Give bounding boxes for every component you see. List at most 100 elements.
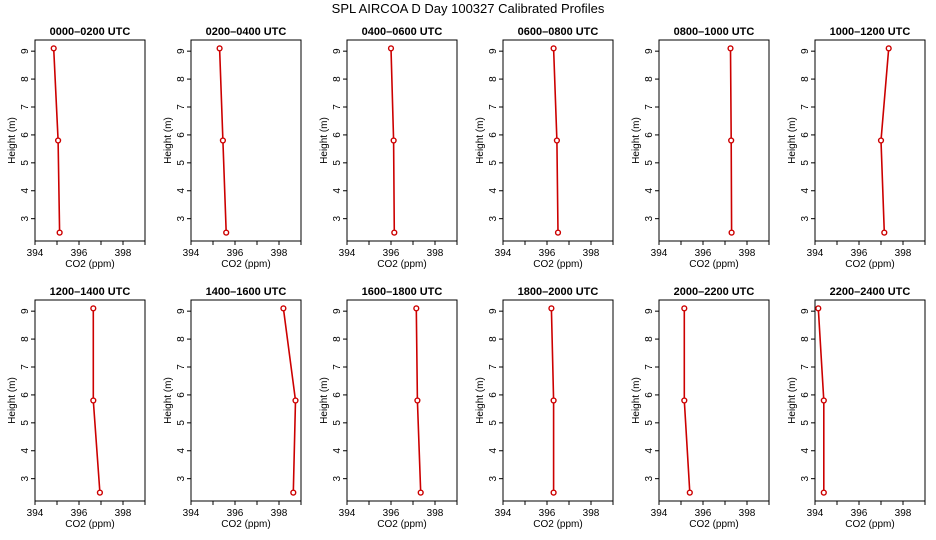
data-point <box>390 137 397 144</box>
x-tick-label: 396 <box>851 248 868 259</box>
x-tick-label: 396 <box>695 508 712 519</box>
y-tick-label: 9 <box>800 308 811 314</box>
y-tick-label: 9 <box>332 48 343 54</box>
data-point <box>290 489 297 496</box>
y-tick-label: 9 <box>644 308 655 314</box>
y-tick-label: 8 <box>800 336 811 342</box>
data-point <box>728 137 735 144</box>
data-point <box>50 45 57 52</box>
y-axis-label: Height (m) <box>631 117 642 164</box>
data-point <box>727 45 734 52</box>
y-tick-label: 4 <box>644 448 655 454</box>
x-tick-label: 396 <box>539 508 556 519</box>
y-tick-label: 9 <box>332 308 343 314</box>
y-tick-label: 4 <box>332 448 343 454</box>
y-tick-label: 5 <box>644 420 655 426</box>
y-tick-label: 9 <box>20 48 31 54</box>
plot-frame <box>190 39 302 242</box>
y-tick-label: 8 <box>176 76 187 82</box>
x-tick-label: 398 <box>739 248 756 259</box>
y-tick-label: 5 <box>20 160 31 166</box>
y-axis-label: Height (m) <box>475 117 486 164</box>
y-tick-label: 9 <box>644 48 655 54</box>
x-tick-label: 396 <box>227 508 244 519</box>
y-tick-label: 7 <box>488 104 499 110</box>
y-tick-label: 4 <box>800 448 811 454</box>
y-tick-label: 8 <box>332 76 343 82</box>
x-tick-label: 398 <box>583 508 600 519</box>
y-tick-label: 8 <box>332 336 343 342</box>
x-tick-label: 398 <box>427 508 444 519</box>
y-tick-label: 7 <box>20 364 31 370</box>
x-tick-label: 398 <box>271 248 288 259</box>
y-tick-label: 7 <box>332 364 343 370</box>
plot-frame <box>814 39 926 242</box>
y-axis-label: Height (m) <box>319 377 330 424</box>
y-tick-label: 8 <box>644 76 655 82</box>
x-tick-label: 398 <box>115 248 132 259</box>
y-tick-label: 3 <box>644 215 655 221</box>
y-tick-label: 8 <box>488 76 499 82</box>
y-tick-label: 7 <box>176 364 187 370</box>
x-tick-label: 394 <box>339 508 356 519</box>
y-tick-label: 5 <box>176 420 187 426</box>
y-tick-label: 4 <box>176 188 187 194</box>
plot-frame <box>502 299 614 502</box>
x-tick-label: 396 <box>695 248 712 259</box>
y-axis-label: Height (m) <box>163 377 174 424</box>
y-tick-label: 7 <box>332 104 343 110</box>
data-point <box>90 305 97 312</box>
x-axis-label: CO2 (ppm) <box>689 519 738 530</box>
y-tick-label: 6 <box>20 392 31 398</box>
plot-frame <box>190 299 302 502</box>
plot-frame <box>34 299 146 502</box>
y-tick-label: 6 <box>800 392 811 398</box>
data-point <box>387 45 395 52</box>
y-axis-label: Height (m) <box>787 117 798 164</box>
y-tick-label: 4 <box>644 188 655 194</box>
y-axis-label: Height (m) <box>631 377 642 424</box>
y-tick-label: 4 <box>176 448 187 454</box>
figure-title: SPL AIRCOA D Day 100327 Calibrated Profi… <box>332 1 605 16</box>
plot-frame <box>346 299 458 502</box>
y-tick-label: 8 <box>20 336 31 342</box>
data-point <box>877 137 885 144</box>
x-tick-label: 396 <box>539 248 556 259</box>
x-tick-label: 394 <box>651 248 668 259</box>
y-tick-label: 3 <box>20 215 31 221</box>
y-tick-label: 5 <box>332 420 343 426</box>
x-axis-label: CO2 (ppm) <box>845 519 894 530</box>
y-tick-label: 6 <box>176 392 187 398</box>
y-tick-label: 3 <box>488 475 499 481</box>
y-tick-label: 5 <box>488 420 499 426</box>
y-tick-label: 8 <box>800 76 811 82</box>
data-point <box>681 305 688 312</box>
y-tick-label: 8 <box>20 76 31 82</box>
x-tick-label: 398 <box>271 508 288 519</box>
x-axis-label: CO2 (ppm) <box>689 259 738 270</box>
x-tick-label: 394 <box>495 248 512 259</box>
x-tick-label: 396 <box>71 508 88 519</box>
plot-frame <box>34 39 146 242</box>
data-point <box>550 489 557 496</box>
y-tick-label: 3 <box>176 215 187 221</box>
x-tick-label: 394 <box>807 508 824 519</box>
x-tick-label: 396 <box>383 248 400 259</box>
data-point <box>54 137 62 144</box>
data-point <box>553 137 561 144</box>
data-point <box>548 305 555 312</box>
y-tick-label: 8 <box>176 336 187 342</box>
x-tick-label: 396 <box>71 248 88 259</box>
y-tick-label: 9 <box>20 308 31 314</box>
data-point <box>414 397 421 404</box>
x-tick-label: 394 <box>27 248 44 259</box>
x-tick-label: 394 <box>183 508 200 519</box>
panel-title: 0800–1000 UTC <box>674 26 755 38</box>
